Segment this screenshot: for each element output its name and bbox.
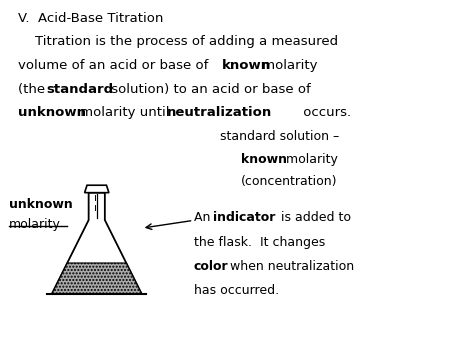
Text: when neutralization: when neutralization [226,260,355,273]
Text: molarity: molarity [258,59,318,72]
Text: has occurred.: has occurred. [194,284,279,297]
Text: An: An [194,211,214,224]
Text: occurs.: occurs. [299,106,351,119]
Text: the flask.  It changes: the flask. It changes [194,236,325,248]
Text: Titration is the process of adding a measured: Titration is the process of adding a mea… [18,35,338,48]
Text: indicator: indicator [213,211,276,224]
Polygon shape [52,263,142,294]
Text: neutralization: neutralization [166,106,272,119]
Text: molarity: molarity [282,153,338,166]
Text: known: known [241,153,287,166]
Text: standard: standard [47,83,114,96]
Polygon shape [52,193,142,294]
Polygon shape [85,185,109,193]
Text: volume of an acid or base of: volume of an acid or base of [18,59,212,72]
Text: solution) to an acid or base of: solution) to an acid or base of [107,83,310,96]
Text: standard solution –: standard solution – [220,130,340,143]
Text: known: known [222,59,271,72]
Text: unknown: unknown [9,198,73,211]
Text: molarity: molarity [9,218,61,231]
Text: V.  Acid-Base Titration: V. Acid-Base Titration [18,12,163,25]
Text: (concentration): (concentration) [241,175,337,188]
Text: molarity until: molarity until [76,106,173,119]
Text: is added to: is added to [277,211,351,224]
Text: unknown: unknown [18,106,86,119]
Text: color: color [194,260,228,273]
Text: (the: (the [18,83,50,96]
